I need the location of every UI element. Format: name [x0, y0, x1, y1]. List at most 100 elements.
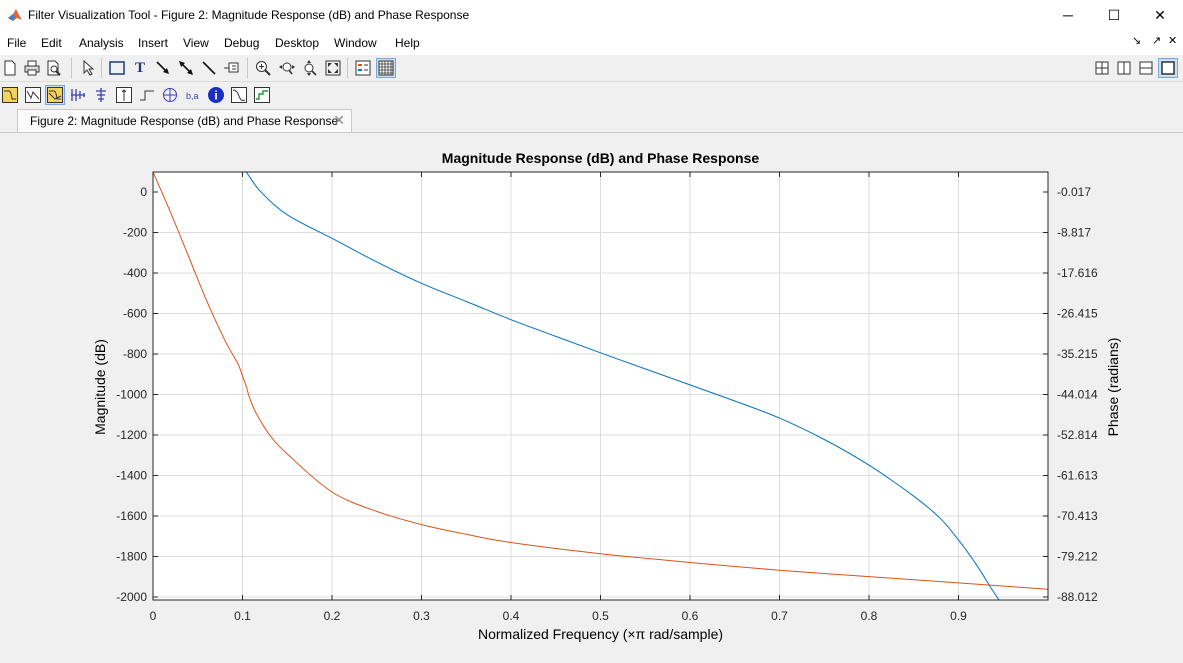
- axes-background: [153, 172, 1048, 600]
- analysis-toolbar: b,a i: [0, 82, 1183, 109]
- undock-figure-button[interactable]: ↗: [1152, 35, 1162, 47]
- y-axis-label-right: Phase (radians): [1105, 337, 1121, 437]
- y-tick-label-right: -88.012: [1057, 590, 1098, 604]
- magnitude-series-line: [153, 172, 1000, 600]
- chart-title: Magnitude Response (dB) and Phase Respon…: [441, 150, 760, 166]
- round-off-noise-icon[interactable]: [252, 85, 272, 105]
- minimize-button[interactable]: ─: [1063, 7, 1073, 23]
- close-tab-icon[interactable]: ✕: [333, 112, 345, 128]
- menu-window[interactable]: Window: [334, 36, 377, 50]
- menu-insert[interactable]: Insert: [138, 36, 169, 50]
- toolbar-separator: [247, 58, 248, 78]
- y-tick-label-left: -600: [123, 307, 147, 321]
- y-tick-label-right: -61.613: [1057, 469, 1098, 483]
- toolbar-separator: [71, 58, 72, 78]
- y-tick-label-left: -800: [123, 347, 147, 361]
- tile-icon[interactable]: [1092, 58, 1112, 78]
- rectangle-icon[interactable]: [107, 58, 127, 78]
- split-left-right-icon[interactable]: [1114, 58, 1134, 78]
- y-tick-label-right: -35.215: [1057, 347, 1098, 361]
- y-tick-label-left: -400: [123, 266, 147, 280]
- legend-pin-icon[interactable]: [222, 58, 242, 78]
- split-top-bottom-icon[interactable]: [1136, 58, 1156, 78]
- phase-delay-icon[interactable]: [91, 85, 111, 105]
- y-tick-label-left: 0: [140, 185, 147, 199]
- maximize-button[interactable]: ☐: [1107, 6, 1121, 23]
- maximize-pane-icon[interactable]: [1158, 58, 1178, 78]
- y-tick-label-left: -1600: [116, 509, 147, 523]
- insert-text-icon[interactable]: T: [134, 59, 145, 76]
- y-tick-label-right: -26.415: [1057, 307, 1098, 321]
- y-tick-label-right: -0.017: [1057, 185, 1091, 199]
- pole-zero-icon[interactable]: [160, 85, 180, 105]
- dock-figure-button[interactable]: ↘: [1132, 35, 1142, 47]
- tick-marks: [152, 172, 1048, 600]
- zoom-x-icon[interactable]: [277, 58, 297, 78]
- svg-text:i: i: [214, 89, 217, 103]
- menu-file[interactable]: File: [7, 36, 27, 50]
- x-tick-label: 0.5: [592, 609, 609, 623]
- menu-bar: [0, 30, 1183, 55]
- filter-coefficients-icon[interactable]: b,a: [183, 85, 203, 105]
- matlab-logo-icon: [7, 7, 23, 23]
- print-icon[interactable]: [22, 58, 42, 78]
- grid-icon[interactable]: [376, 58, 396, 78]
- y-tick-label-left: -1000: [116, 388, 147, 402]
- legend-icon[interactable]: [353, 58, 373, 78]
- x-tick-label: 0.3: [413, 609, 430, 623]
- magnitude-response-icon[interactable]: [0, 85, 20, 105]
- print-preview-icon[interactable]: [44, 58, 64, 78]
- full-view-icon[interactable]: [323, 58, 343, 78]
- figure-tab[interactable]: Figure 2: Magnitude Response (dB) and Ph…: [17, 109, 352, 132]
- zoom-y-icon[interactable]: [300, 58, 320, 78]
- zoom-in-icon[interactable]: [253, 58, 273, 78]
- y-tick-label-right: -70.413: [1057, 509, 1098, 523]
- menu-debug[interactable]: Debug: [224, 36, 260, 50]
- close-window-button[interactable]: ✕: [1154, 6, 1166, 23]
- y-tick-label-left: -1400: [116, 469, 147, 483]
- y-tick-label-left: -2000: [116, 590, 147, 604]
- series-lines: [153, 172, 1048, 600]
- phase-response-icon[interactable]: [23, 85, 43, 105]
- close-figure-button[interactable]: ✕: [1168, 35, 1178, 47]
- new-figure-icon[interactable]: [0, 58, 20, 78]
- menu-help[interactable]: Help: [395, 36, 420, 50]
- magnitude-phase-icon[interactable]: [45, 85, 65, 105]
- phase-series-line: [153, 172, 1048, 590]
- menu-edit[interactable]: Edit: [41, 36, 62, 50]
- x-tick-label: 0.9: [950, 609, 967, 623]
- figure-tab-label: Figure 2: Magnitude Response (dB) and Ph…: [30, 114, 339, 128]
- toolbar-separator: [347, 58, 348, 78]
- title-bar: Filter Visualization Tool - Figure 2: Ma…: [0, 0, 1183, 30]
- x-tick-label: 0.4: [503, 609, 520, 623]
- x-tick-label: 0.1: [234, 609, 251, 623]
- y-tick-label-left: -1200: [116, 428, 147, 442]
- svg-text:b,a: b,a: [186, 91, 199, 101]
- magnitude-estimate-icon[interactable]: [229, 85, 249, 105]
- window-title: Filter Visualization Tool - Figure 2: Ma…: [28, 8, 470, 22]
- menu-view[interactable]: View: [183, 36, 209, 50]
- double-arrow-icon[interactable]: [176, 58, 196, 78]
- y-tick-label-right: -79.212: [1057, 550, 1098, 564]
- menu-desktop[interactable]: Desktop: [275, 36, 320, 50]
- figure-toolbar: T: [0, 55, 1183, 82]
- y-tick-label-right: -52.814: [1057, 428, 1098, 442]
- y-tick-label-right: -44.014: [1057, 388, 1098, 402]
- y-tick-label-left: -1800: [116, 550, 147, 564]
- y-tick-label-right: -8.817: [1057, 226, 1091, 240]
- menu-analysis[interactable]: Analysis: [79, 36, 124, 50]
- arrow-icon[interactable]: [153, 58, 173, 78]
- line-icon[interactable]: [199, 58, 219, 78]
- pointer-icon[interactable]: [78, 58, 98, 78]
- x-tick-label: 0.6: [682, 609, 699, 623]
- x-axis-label: Normalized Frequency (×π rad/sample): [477, 626, 724, 642]
- x-tick-label: 0.8: [861, 609, 878, 623]
- group-delay-icon[interactable]: [68, 85, 88, 105]
- y-tick-label-right: -17.616: [1057, 266, 1098, 280]
- x-tick-label: 0.2: [324, 609, 341, 623]
- filter-information-icon[interactable]: i: [206, 85, 226, 105]
- step-response-icon[interactable]: [137, 85, 157, 105]
- toolbar-separator: [101, 58, 102, 78]
- impulse-response-icon[interactable]: [114, 85, 134, 105]
- x-tick-label: 0.7: [771, 609, 788, 623]
